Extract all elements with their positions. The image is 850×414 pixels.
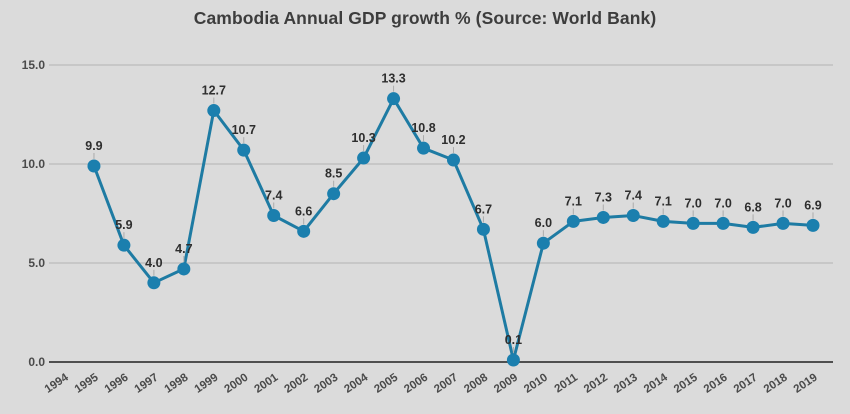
x-tick-label: 1999 [193,372,221,396]
y-tick-label: 10.0 [22,157,46,171]
x-tick-label: 2005 [372,371,400,396]
data-label: 5.9 [115,218,132,232]
data-point [776,216,790,230]
x-tick-label: 2016 [702,372,730,396]
y-tick-label: 15.0 [22,58,46,72]
data-label: 10.8 [411,121,435,135]
x-tick-label: 1998 [163,371,191,396]
x-tick-label: 2013 [612,372,640,396]
x-tick-label: 2014 [642,371,670,396]
data-point [177,262,191,276]
data-label: 10.2 [441,133,465,147]
data-point [746,220,760,234]
x-tick-label: 2010 [522,372,550,396]
data-point [207,104,221,118]
x-tick-label: 2007 [432,372,460,396]
x-tick-label: 2015 [672,371,700,396]
data-label: 12.7 [202,84,226,98]
x-tick-label: 2006 [402,372,430,396]
data-label: 6.0 [535,216,552,230]
data-point [506,353,520,367]
chart-title: Cambodia Annual GDP growth % (Source: Wo… [193,8,657,28]
data-label: 6.8 [744,200,761,214]
data-label: 13.3 [381,72,405,86]
data-point [446,153,460,167]
x-tick-label: 1997 [133,372,161,396]
data-label: 7.3 [595,190,612,204]
x-tick-label: 2008 [462,371,490,396]
data-point [626,208,640,222]
x-tick-label: 1996 [103,372,131,396]
data-label: 6.6 [295,204,312,218]
data-label: 4.7 [175,242,192,256]
data-label: 7.4 [625,188,642,202]
data-label: 7.0 [684,196,701,210]
data-point [357,151,371,165]
x-tick-label: 2001 [252,371,280,396]
data-point [476,222,490,236]
y-tick-label: 0.0 [28,355,45,369]
data-point [237,143,251,157]
data-label: 4.0 [145,256,162,270]
x-tick-label: 1995 [73,371,101,396]
x-tick-label: 2002 [282,372,310,396]
x-tick-label: 2012 [582,372,610,396]
data-label: 10.3 [351,131,375,145]
y-tick-label: 5.0 [28,256,45,270]
data-point [806,218,820,232]
data-label: 7.0 [774,196,791,210]
data-point [716,216,730,230]
x-tick-label: 2017 [732,372,760,396]
data-label: 7.0 [714,196,731,210]
data-label: 6.9 [804,198,821,212]
x-tick-label: 2018 [762,371,790,396]
data-point [327,187,341,201]
data-label: 10.7 [232,123,256,137]
data-point [147,276,161,290]
x-tick-label: 1994 [43,371,71,396]
data-label: 9.9 [85,139,102,153]
data-label: 6.7 [475,202,492,216]
data-label: 0.1 [505,333,522,347]
data-label: 8.5 [325,167,342,181]
data-point [596,210,610,224]
data-point [566,214,580,228]
data-point [417,141,431,155]
data-point [297,224,311,238]
x-tick-label: 2011 [553,371,581,395]
data-label: 7.1 [565,194,582,208]
data-label: 7.4 [265,188,282,202]
x-tick-label: 2004 [342,371,370,396]
data-point [656,214,670,228]
data-point [686,216,700,230]
data-point [536,236,550,250]
x-tick-label: 2009 [492,372,520,396]
data-point [87,159,101,173]
data-point [387,92,401,106]
data-point [117,238,131,252]
x-tick-label: 2019 [792,372,820,396]
x-tick-label: 2000 [223,372,251,396]
data-point [267,208,281,222]
x-tick-label: 2003 [312,372,340,396]
data-label: 7.1 [655,194,672,208]
